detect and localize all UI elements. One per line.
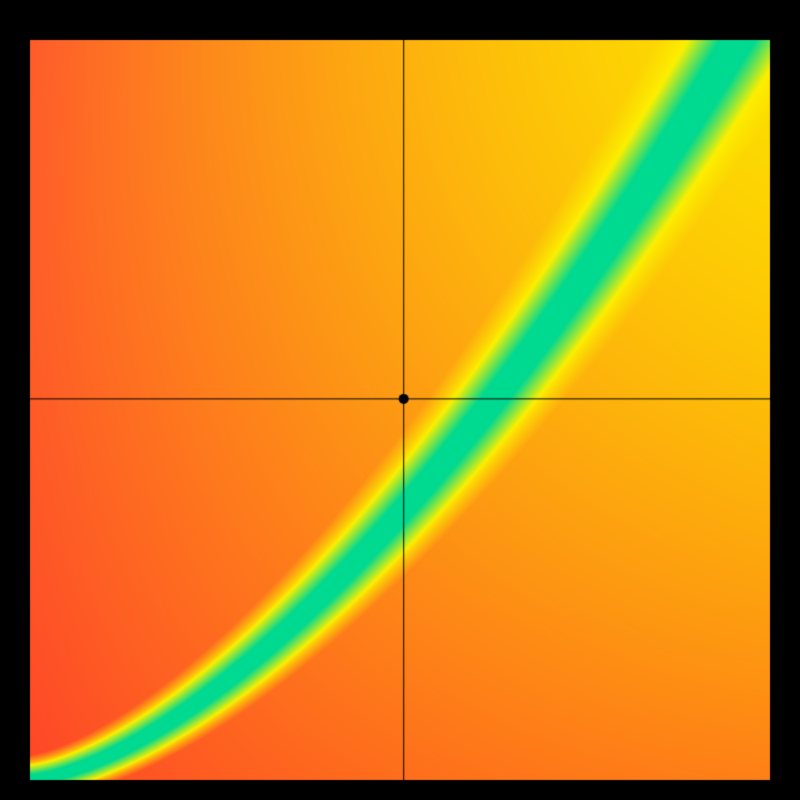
chart-container: TheBottleneck.com bbox=[0, 0, 800, 800]
bottleneck-heatmap bbox=[0, 0, 800, 800]
